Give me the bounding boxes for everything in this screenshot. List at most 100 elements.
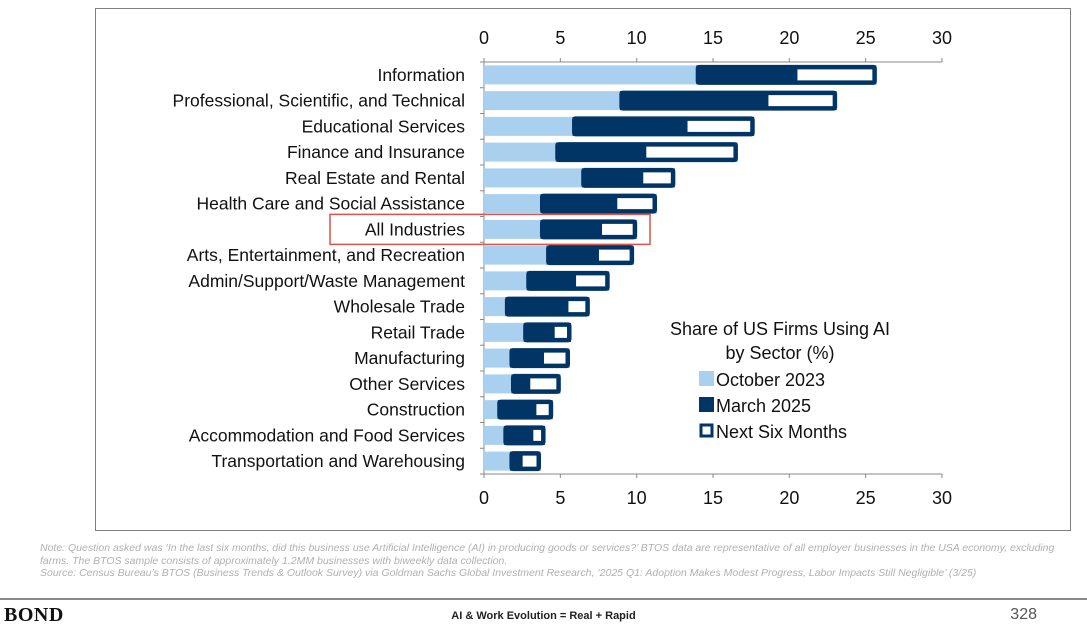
bar-next-six-months bbox=[613, 194, 657, 214]
category-label: Transportation and Warehousing bbox=[211, 451, 465, 471]
category-label: Educational Services bbox=[302, 116, 466, 136]
bar-october-2023 bbox=[484, 322, 524, 342]
bar-next-six-months bbox=[639, 168, 675, 188]
x-tick-label-top: 5 bbox=[555, 28, 565, 48]
bar-outline bbox=[581, 167, 676, 188]
category-label: Other Services bbox=[349, 374, 465, 394]
x-tick-label-bottom: 25 bbox=[856, 488, 876, 508]
bar-outline bbox=[526, 270, 610, 291]
x-tick-label-bottom: 20 bbox=[779, 488, 799, 508]
bar-next-six-months bbox=[683, 116, 755, 136]
bar-october-2023 bbox=[484, 374, 512, 394]
bond-logo: BOND bbox=[4, 604, 64, 626]
bar-march-2025 bbox=[540, 194, 616, 214]
legend-title: by Sector (%) bbox=[725, 343, 834, 363]
bar-march-2025 bbox=[546, 245, 597, 265]
bar-next-six-months bbox=[594, 245, 634, 265]
bar-outline bbox=[523, 322, 572, 343]
bar-march-2025 bbox=[526, 271, 575, 291]
source-text: Source: Census Bureau’s BTOS (Business T… bbox=[40, 567, 977, 579]
bar-outline bbox=[509, 348, 570, 369]
bar-next-six-months bbox=[598, 219, 637, 239]
note-text: Note: Question asked was ‘In the last si… bbox=[40, 542, 1055, 567]
bar-march-2025 bbox=[497, 400, 535, 420]
bar-october-2023 bbox=[484, 297, 506, 317]
category-label: Finance and Insurance bbox=[287, 142, 465, 162]
bar-october-2023 bbox=[484, 425, 504, 445]
bar-outline bbox=[619, 90, 838, 111]
bar-next-six-months bbox=[518, 451, 541, 471]
bar-october-2023 bbox=[484, 116, 573, 136]
bar-march-2025 bbox=[509, 451, 521, 471]
x-tick-label-top: 0 bbox=[479, 28, 489, 48]
category-label: Admin/Support/Waste Management bbox=[188, 271, 465, 291]
bar-next-six-months bbox=[764, 91, 837, 111]
bar-october-2023 bbox=[484, 348, 510, 368]
bar-next-six-months bbox=[532, 400, 553, 420]
bar-march-2025 bbox=[505, 297, 567, 317]
footnote: Note: Question asked was ‘In the last si… bbox=[40, 542, 1080, 580]
legend-swatch-next-six-months bbox=[699, 423, 714, 438]
bar-next-six-months bbox=[642, 142, 738, 162]
bar-march-2025 bbox=[523, 322, 553, 342]
category-label: Manufacturing bbox=[354, 348, 465, 368]
bar-october-2023 bbox=[484, 194, 541, 214]
bar-outline bbox=[572, 116, 755, 137]
x-tick-label-top: 30 bbox=[932, 28, 952, 48]
bar-march-2025 bbox=[696, 65, 796, 85]
legend-swatch bbox=[699, 371, 714, 386]
category-label: Wholesale Trade bbox=[334, 297, 465, 317]
footer-title: AI & Work Evolution = Real + Rapid bbox=[451, 610, 636, 622]
x-tick-label-bottom: 10 bbox=[627, 488, 647, 508]
x-tick-label-top: 20 bbox=[779, 28, 799, 48]
bar-next-six-months bbox=[529, 425, 546, 445]
bar-october-2023 bbox=[484, 271, 527, 291]
x-tick-label-bottom: 30 bbox=[932, 488, 952, 508]
bar-outline bbox=[510, 373, 561, 394]
x-tick-label-top: 15 bbox=[703, 28, 723, 48]
bar-march-2025 bbox=[555, 142, 645, 162]
bar-outline bbox=[546, 245, 635, 266]
legend-label: October 2023 bbox=[716, 370, 825, 390]
bar-outline bbox=[503, 425, 546, 446]
category-label: Real Estate and Rental bbox=[285, 168, 465, 188]
bar-next-six-months bbox=[526, 374, 561, 394]
bar-outline bbox=[509, 451, 541, 472]
bar-march-2025 bbox=[503, 425, 532, 445]
bar-march-2025 bbox=[540, 219, 601, 239]
bar-outline bbox=[695, 64, 877, 85]
category-label: Accommodation and Food Services bbox=[189, 425, 465, 445]
bar-march-2025 bbox=[509, 348, 543, 368]
bar-next-six-months bbox=[572, 271, 610, 291]
category-label: Professional, Scientific, and Technical bbox=[173, 91, 465, 111]
bar-next-six-months bbox=[550, 322, 572, 342]
bar-march-2025 bbox=[572, 116, 686, 136]
bar-october-2023 bbox=[484, 400, 498, 420]
bar-march-2025 bbox=[511, 374, 529, 394]
category-label: Construction bbox=[367, 400, 465, 420]
bar-chart: 0 0 5 5 10 10 15 15 20 20 25 25 30 30 Information Profe… bbox=[173, 28, 953, 508]
x-tick-label-top: 25 bbox=[856, 28, 876, 48]
highlight-box bbox=[329, 213, 651, 246]
bar-outline bbox=[504, 296, 590, 317]
bar-october-2023 bbox=[484, 245, 547, 265]
bar-next-six-months bbox=[564, 297, 590, 317]
x-tick-label-top: 10 bbox=[627, 28, 647, 48]
bar-october-2023 bbox=[484, 168, 582, 188]
legend-label: March 2025 bbox=[716, 396, 811, 416]
page-number: 328 bbox=[1010, 606, 1037, 623]
category-label: Retail Trade bbox=[371, 322, 465, 342]
bar-outline bbox=[539, 193, 658, 214]
footer-divider bbox=[0, 598, 1087, 600]
bar-october-2023 bbox=[484, 91, 620, 111]
bar-october-2023 bbox=[484, 142, 556, 162]
bar-october-2023 bbox=[484, 65, 697, 85]
legend-label: Next Six Months bbox=[716, 422, 847, 442]
category-label: Health Care and Social Assistance bbox=[197, 194, 465, 214]
legend-title: Share of US Firms Using AI bbox=[670, 319, 890, 339]
bar-october-2023 bbox=[484, 451, 510, 471]
x-tick-label-bottom: 0 bbox=[479, 488, 489, 508]
bar-march-2025 bbox=[619, 91, 767, 111]
bar-outline bbox=[555, 142, 738, 163]
category-label: Information bbox=[377, 65, 465, 85]
